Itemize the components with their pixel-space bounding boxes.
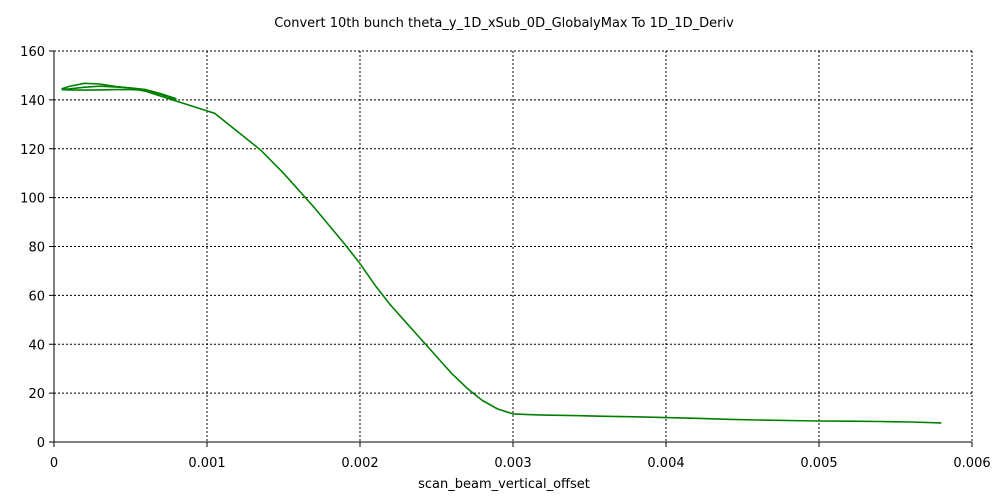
series-line-2 xyxy=(61,85,177,100)
y-tick-label: 80 xyxy=(28,241,45,256)
y-tick-label: 40 xyxy=(28,338,45,353)
series-line-1 xyxy=(61,82,942,424)
x-tick-label: 0.002 xyxy=(341,456,378,471)
x-tick-label: 0 xyxy=(50,456,58,471)
y-tick-label: 20 xyxy=(28,387,45,402)
y-tick-label: 100 xyxy=(20,192,45,207)
chart-title: Convert 10th bunch theta_y_1D_xSub_0D_Gl… xyxy=(274,16,734,31)
y-tick-label: 60 xyxy=(28,289,45,304)
x-tick-label: 0.001 xyxy=(188,456,225,471)
x-axis-label: scan_beam_vertical_offset xyxy=(418,477,590,492)
y-tick-label: 0 xyxy=(37,436,45,451)
x-tick-label: 0.005 xyxy=(800,456,837,471)
y-tick-label: 160 xyxy=(20,45,45,60)
y-tick-label: 140 xyxy=(20,94,45,109)
x-tick-label: 0.003 xyxy=(494,456,531,471)
y-tick-label: 120 xyxy=(20,143,45,158)
x-tick-label: 0.004 xyxy=(647,456,684,471)
series-line-3 xyxy=(61,88,177,101)
x-tick-label: 0.006 xyxy=(953,456,990,471)
